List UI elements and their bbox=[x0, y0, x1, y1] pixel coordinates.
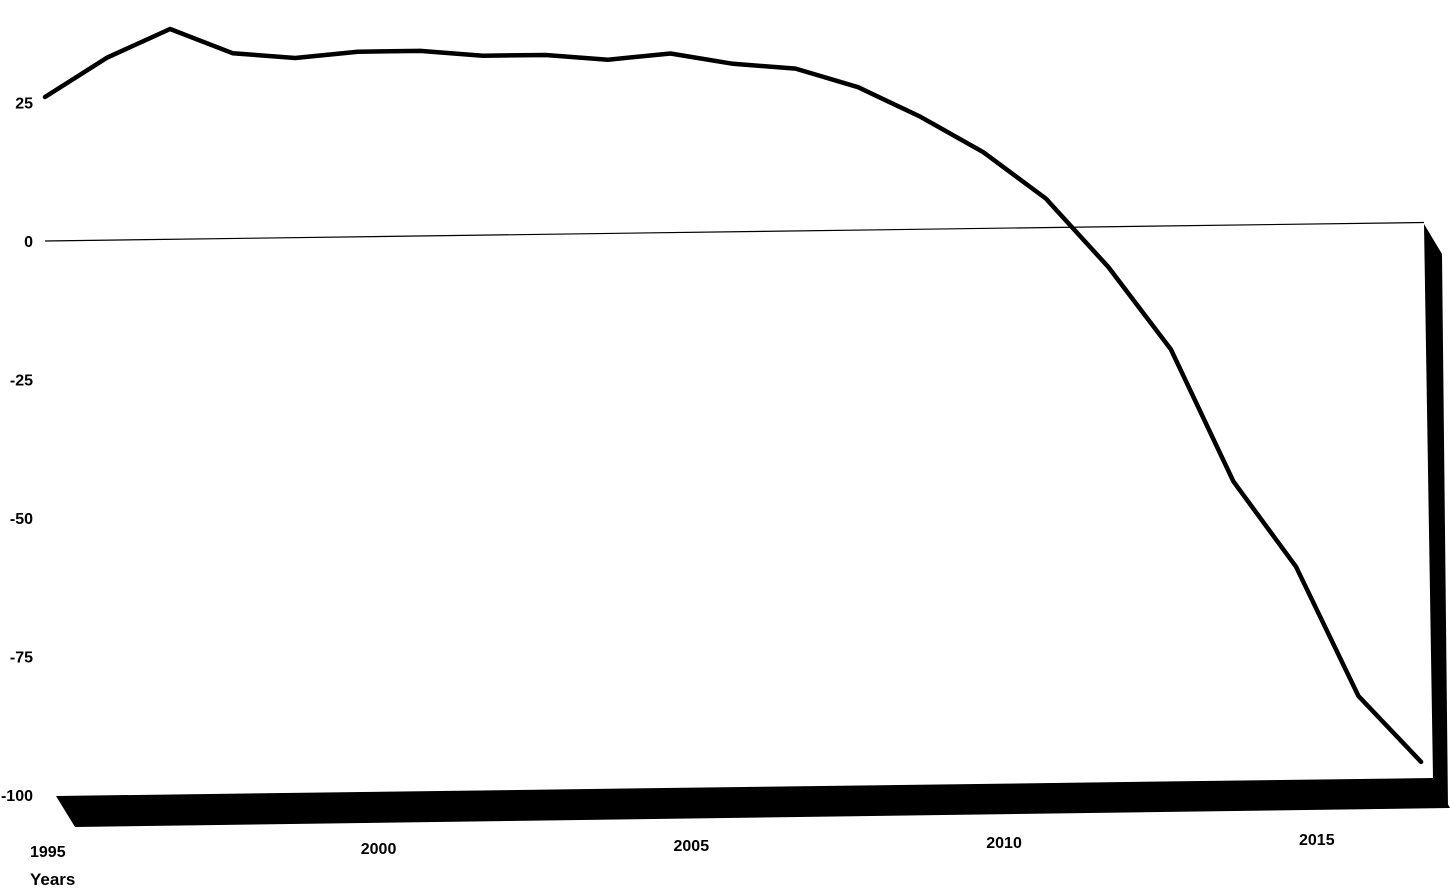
x-tick-label: 2000 bbox=[361, 841, 397, 858]
y-tick-label: -50 bbox=[10, 511, 33, 528]
y-axis-ticks: 25 0 -25 -50 -75 -100 bbox=[1, 96, 33, 806]
floor-slab bbox=[56, 778, 1450, 827]
right-wall bbox=[1424, 224, 1448, 808]
y-tick-label: -75 bbox=[10, 650, 33, 667]
y-tick-label: 0 bbox=[24, 234, 33, 251]
x-tick-label: 2015 bbox=[1299, 832, 1335, 849]
series-line bbox=[42, 26, 1424, 765]
x-tick-label: 2010 bbox=[986, 835, 1022, 852]
x-axis-ticks: 1995 2000 2005 2010 2015 bbox=[30, 832, 1335, 861]
y-tick-label: -25 bbox=[10, 373, 33, 390]
zero-reference-line bbox=[44, 221, 1425, 242]
y-tick-label: 25 bbox=[15, 96, 33, 113]
x-tick-label: 1995 bbox=[30, 844, 66, 861]
series-points bbox=[44, 28, 1422, 762]
y-tick-label: -100 bbox=[1, 788, 33, 805]
x-tick-label: 2005 bbox=[674, 838, 710, 855]
x-axis-title: Years bbox=[30, 870, 75, 889]
